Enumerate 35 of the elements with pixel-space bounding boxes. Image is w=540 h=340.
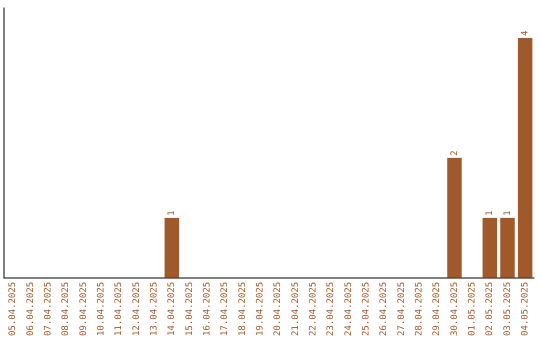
data-label: 1	[167, 210, 178, 216]
x-tick-label: 11.04.2025	[114, 282, 124, 336]
x-tick-label: 17.04.2025	[220, 282, 230, 336]
data-label: 4	[520, 30, 530, 36]
x-tick-label: 02.05.2025	[485, 282, 496, 336]
x-tick-label: 22.04.2025	[308, 282, 318, 336]
x-tick-label: 26.04.2025	[379, 282, 390, 336]
x-tick-label: 24.04.2025	[344, 282, 354, 336]
x-tick-label: 14.04.2025	[167, 282, 178, 336]
x-tick-label: 23.04.2025	[326, 282, 336, 336]
x-tick-label: 10.04.2025	[96, 282, 107, 336]
x-tick-label: 09.04.2025	[78, 282, 89, 336]
x-tick-label: 30.04.2025	[450, 282, 460, 336]
x-tick-label: 28.04.2025	[414, 282, 424, 336]
x-tick-label: 05.04.2025	[8, 282, 18, 336]
x-tick-label: 18.04.2025	[238, 282, 248, 336]
x-tick-label: 12.04.2025	[132, 282, 142, 336]
x-tick-label: 13.04.2025	[150, 282, 160, 336]
x-tick-label: 06.04.2025	[26, 282, 36, 336]
x-tick-label: 19.04.2025	[255, 282, 266, 336]
x-tick-label: 04.05.2025	[520, 282, 530, 336]
x-tick-label: 15.04.2025	[184, 282, 195, 336]
x-tick-label: 29.04.2025	[432, 282, 442, 336]
data-label: 1	[502, 210, 513, 216]
data-label: 2	[450, 150, 460, 156]
x-tick-label: 07.04.2025	[44, 282, 54, 336]
data-label: 1	[485, 210, 496, 216]
x-tick-label: 01.05.2025	[467, 282, 478, 336]
x-tick-label: 16.04.2025	[202, 282, 212, 336]
x-tick-label: 03.05.2025	[502, 282, 513, 336]
x-tick-label: 21.04.2025	[290, 282, 301, 336]
x-tick-label: 20.04.2025	[273, 282, 284, 336]
x-tick-label: 27.04.2025	[396, 282, 407, 336]
x-tick-label: 08.04.2025	[61, 282, 72, 336]
x-tick-label: 25.04.2025	[361, 282, 372, 336]
